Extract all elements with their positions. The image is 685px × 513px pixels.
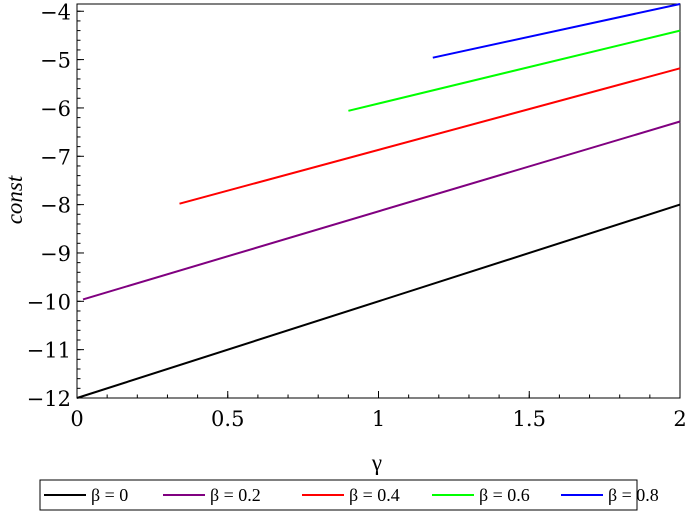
legend-label: β = 0.4 [349,485,400,505]
y-tick-label: −12 [27,387,71,411]
legend: β = 0 β = 0.2 β = 0.4 β = 0.6 β = 0.8 [39,479,659,511]
x-axis-ticks: 0 0.5 1 1.5 2 [70,391,685,431]
series-lines [76,3,681,399]
series-line [76,203,681,399]
y-tick-label: −8 [40,194,71,218]
y-axis-label: const [2,175,27,224]
series-line [348,29,681,112]
series-line [179,67,681,205]
plot-border [76,3,681,399]
x-tick-label: 0.5 [211,407,244,431]
legend-label: β = 0.2 [210,485,261,505]
y-tick-label: −11 [27,339,71,363]
y-tick-label: −9 [40,242,71,266]
legend-label: β = 0.8 [608,485,659,505]
y-tick-label: −10 [27,290,71,314]
series-line [432,3,681,59]
legend-label: β = 0.6 [479,485,530,505]
legend-label: β = 0 [91,485,128,505]
x-tick-label: 2 [673,407,685,431]
x-axis-label: γ [371,450,382,475]
y-axis-ticks: −4 −5 −6 −7 −8 −9 −10 −11 −12 [27,0,84,411]
series-line [82,120,681,301]
x-tick-label: 0 [70,407,83,431]
y-tick-label: −4 [40,0,71,24]
x-tick-label: 1 [372,407,385,431]
x-tick-label: 1.5 [513,407,546,431]
y-tick-label: −5 [40,49,71,73]
y-tick-label: −7 [40,145,71,169]
plot-frame [76,3,681,399]
y-tick-label: −6 [40,97,71,121]
